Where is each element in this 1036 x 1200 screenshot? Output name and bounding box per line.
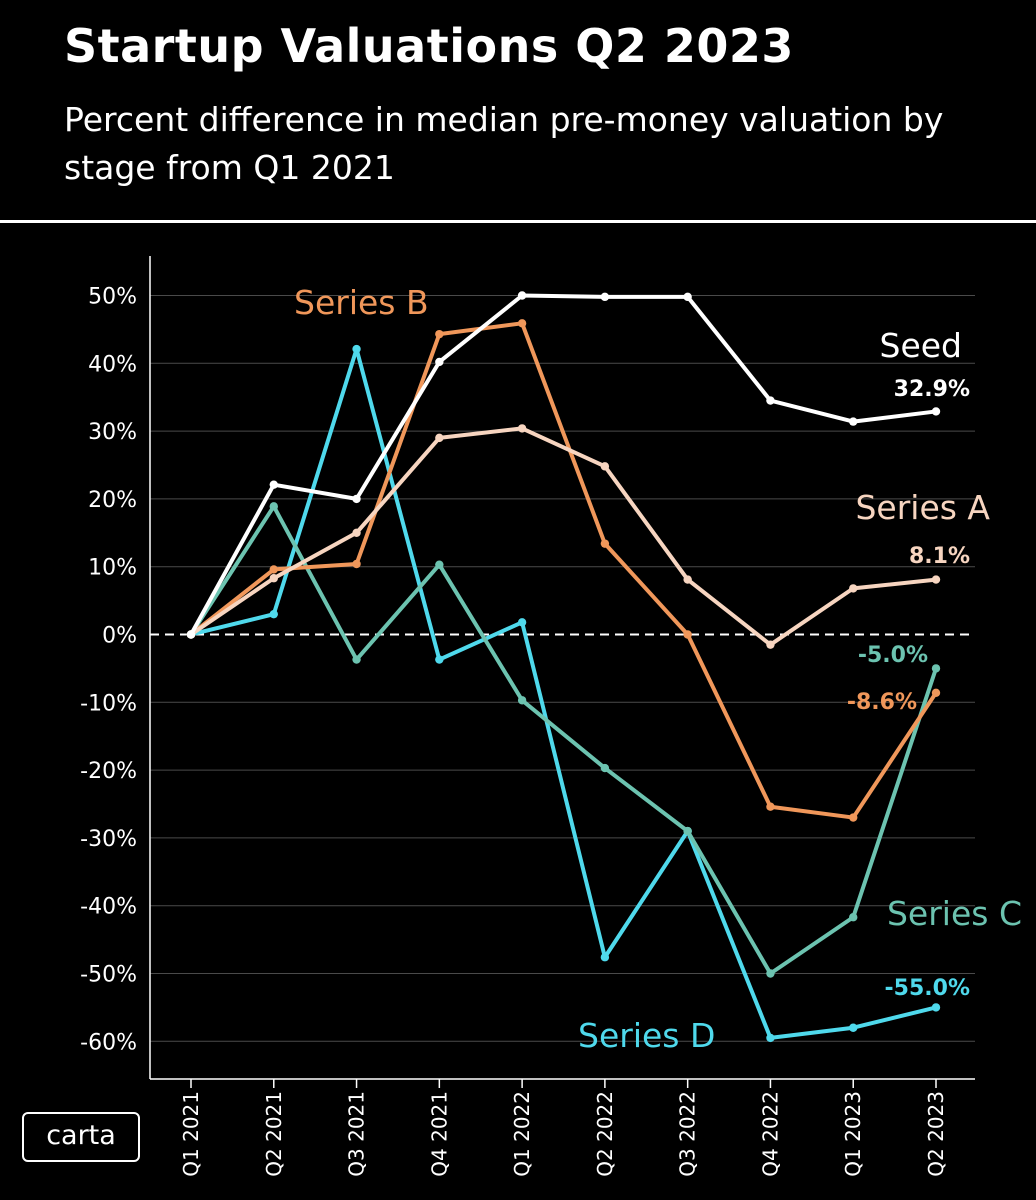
series-series-b [186, 319, 941, 822]
y-tick-label: -50% [80, 963, 137, 988]
data-point-seed [517, 291, 527, 300]
series-series-c [186, 502, 941, 978]
end-value-label-series-d: -55.0% [885, 976, 970, 1001]
data-point-series-b [766, 802, 775, 811]
data-point-series-d [766, 1033, 775, 1043]
data-point-series-b [600, 539, 610, 548]
x-tick-label: Q2 2021 [262, 1091, 286, 1177]
y-tick-label: -40% [80, 895, 137, 920]
x-tick-label: Q1 2021 [179, 1091, 203, 1177]
series-line-series-b [189, 321, 938, 820]
end-value-label-seed: 32.9% [894, 377, 970, 402]
y-tick-label: 0% [102, 624, 137, 649]
data-point-series-a [517, 424, 527, 433]
y-tick-label: -30% [80, 827, 137, 852]
chart-title: Startup Valuations Q2 2023 [64, 19, 794, 73]
end-value-label-series-b: -8.6% [847, 690, 917, 715]
data-point-seed [600, 292, 610, 302]
data-point-series-d [600, 953, 610, 962]
data-point-series-a [352, 528, 361, 537]
data-point-series-a [683, 575, 692, 584]
data-point-series-b [683, 630, 692, 639]
series-label-series-b: Series B [294, 283, 429, 322]
series-label-seed: Seed [880, 326, 963, 365]
gridlines [150, 295, 975, 1042]
x-tick-label: Q1 2023 [841, 1091, 865, 1177]
x-tick-label: Q3 2022 [676, 1091, 700, 1177]
data-point-series-c [766, 969, 775, 978]
x-tick-label: Q4 2022 [758, 1091, 782, 1177]
data-point-seed [766, 396, 775, 405]
series-line-series-a [189, 426, 938, 647]
data-point-series-c [517, 696, 527, 705]
header-divider [0, 220, 1036, 223]
data-point-series-c [931, 664, 941, 673]
data-point-series-d [517, 618, 527, 627]
carta-logo: carta [22, 1112, 140, 1162]
data-point-series-b [517, 319, 527, 328]
data-point-series-d [269, 609, 278, 619]
x-tick-label: Q4 2021 [427, 1091, 451, 1177]
series-label-series-c: Series C [887, 894, 1022, 933]
data-point-series-a [435, 433, 444, 443]
data-point-series-a [849, 584, 858, 593]
series-label-series-a: Series A [855, 488, 990, 527]
y-tick-label: -20% [80, 759, 137, 784]
series-line-seed [189, 293, 938, 637]
data-point-seed [683, 292, 692, 302]
x-tick-label: Q2 2023 [924, 1091, 948, 1177]
data-point-series-d [931, 1003, 941, 1012]
data-point-seed [186, 630, 196, 639]
data-point-seed [435, 357, 444, 367]
data-point-seed [849, 417, 858, 426]
x-tick-label: Q3 2021 [345, 1091, 369, 1177]
data-point-series-a [931, 575, 941, 584]
data-point-seed [931, 407, 941, 416]
data-point-series-b [269, 565, 278, 574]
y-tick-label: 20% [88, 488, 137, 513]
data-point-series-b [849, 813, 858, 822]
y-tick-label: -60% [80, 1030, 137, 1055]
y-tick-label: 30% [88, 420, 137, 445]
y-tick-label: -10% [80, 691, 137, 716]
y-tick-label: 50% [88, 285, 137, 310]
series-line-series-c [189, 504, 938, 976]
data-point-series-a [600, 462, 610, 471]
x-tick-label: Q1 2022 [510, 1091, 534, 1177]
end-value-label-series-a: 8.1% [909, 544, 970, 569]
data-point-seed [352, 494, 361, 504]
data-point-series-b [435, 329, 444, 339]
y-tick-label: 40% [88, 352, 137, 377]
data-point-series-c [352, 655, 361, 664]
data-point-series-c [849, 913, 858, 922]
data-point-seed [269, 480, 278, 489]
data-point-series-a [269, 574, 278, 583]
series-seed [186, 291, 941, 639]
data-point-series-c [435, 560, 444, 569]
series-label-series-d: Series D [578, 1016, 715, 1055]
x-tick-label: Q2 2022 [593, 1091, 617, 1177]
data-point-series-d [435, 655, 444, 664]
series-line-series-d [189, 347, 938, 1040]
y-tick-label: 10% [88, 556, 137, 581]
data-point-series-d [849, 1023, 858, 1032]
data-point-series-b [352, 559, 361, 569]
data-point-series-c [600, 763, 610, 773]
data-point-series-c [269, 502, 278, 511]
data-point-series-a [766, 640, 775, 649]
chart-subtitle: Percent difference in median pre-money v… [64, 100, 944, 187]
data-point-series-d [352, 344, 361, 354]
end-value-label-series-c: -5.0% [858, 643, 928, 668]
data-point-series-c [683, 826, 692, 836]
data-point-series-b [931, 688, 941, 698]
